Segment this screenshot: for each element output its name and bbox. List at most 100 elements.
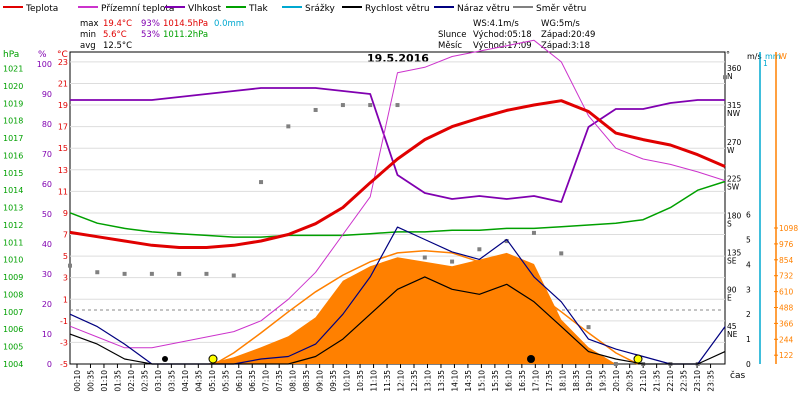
dir-name-label: N bbox=[727, 72, 733, 81]
dir-tick-label: 360 bbox=[727, 64, 742, 73]
temp-tick-label: 7 bbox=[63, 231, 68, 240]
x-tick-label: 19:35 bbox=[599, 370, 608, 392]
x-tick-label: 03:35 bbox=[167, 370, 176, 392]
x-tick-label: 03:10 bbox=[154, 370, 163, 392]
x-tick-label: 19:10 bbox=[585, 370, 594, 392]
x-tick-label: 07:10 bbox=[262, 370, 271, 392]
wind-dir-point bbox=[259, 180, 264, 185]
wm2-tick-label: 244 bbox=[779, 335, 794, 344]
wind-dir-point bbox=[313, 107, 318, 112]
series-teoreticke-zareni bbox=[214, 249, 639, 365]
axis-wm2-unit: W bbox=[779, 52, 787, 61]
info-block: WS:4.1m/s WG:5m/s Slunce Východ:05:18 Zá… bbox=[438, 19, 595, 51]
x-tick-label: 16:35 bbox=[518, 370, 527, 392]
x-tick-label: 23:35 bbox=[707, 370, 716, 392]
x-tick-label: 21:35 bbox=[653, 370, 662, 392]
temp-tick-label: -5 bbox=[60, 360, 68, 369]
wm2-tick-label: 854 bbox=[779, 256, 794, 265]
x-tick-label: 18:10 bbox=[558, 370, 567, 392]
info-slunce-zapad: Západ:20:49 bbox=[541, 30, 595, 40]
temp-tick-label: 15 bbox=[58, 144, 68, 153]
info-mesic: Měsíc bbox=[438, 41, 462, 51]
info-slunce: Slunce bbox=[438, 30, 466, 40]
dir-tick-label: 270 bbox=[727, 138, 742, 147]
dir-tick-label: 315 bbox=[727, 101, 742, 110]
ms-tick-label: 6 bbox=[746, 211, 751, 220]
solar-series bbox=[206, 249, 639, 365]
wm2-tick-label: 366 bbox=[779, 319, 794, 328]
wind-dir-point bbox=[340, 103, 345, 108]
ms-tick-label: 0 bbox=[746, 360, 751, 369]
x-tick-label: 05:10 bbox=[208, 370, 217, 392]
wm2-tick-label: 122 bbox=[779, 351, 794, 360]
x-tick-label: 14:35 bbox=[464, 370, 473, 392]
hpa-tick-label: 1019 bbox=[3, 99, 23, 108]
legend-rychlost-vetru: Rychlost větru bbox=[365, 4, 430, 14]
x-tick-label: 21:10 bbox=[639, 370, 648, 392]
wind-dir-point bbox=[586, 325, 591, 330]
x-tick-label: 04:35 bbox=[194, 370, 203, 392]
stats-min-label: min bbox=[80, 30, 96, 40]
wind-dir-point bbox=[395, 103, 400, 108]
stats-min-press: 1011.2hPa bbox=[163, 30, 208, 40]
temp-tick-label: 13 bbox=[58, 166, 68, 175]
ms-tick-label: 4 bbox=[746, 260, 751, 269]
info-mesic-zapad: Západ:3:18 bbox=[541, 41, 590, 51]
x-tick-label: 10:10 bbox=[343, 370, 352, 392]
x-tick-label: 14:10 bbox=[450, 370, 459, 392]
x-tick-label: 00:35 bbox=[86, 370, 95, 392]
wind-dir-point bbox=[177, 271, 182, 276]
hpa-tick-label: 1018 bbox=[3, 117, 23, 126]
x-tick-label: 11:10 bbox=[370, 370, 379, 392]
sunrise-marker bbox=[208, 354, 218, 364]
legend-naraz-vetru: Náraz větru bbox=[457, 4, 510, 14]
stats-min-hum: 53% bbox=[141, 30, 160, 40]
temp-tick-label: 3 bbox=[63, 274, 68, 283]
x-tick-label: 08:35 bbox=[302, 370, 311, 392]
stats-max-rain: 0.0mm bbox=[214, 19, 244, 29]
hpa-tick-label: 1005 bbox=[3, 343, 23, 352]
info-slunce-vychod: Východ:05:18 bbox=[473, 30, 532, 40]
temp-tick-label: 1 bbox=[63, 295, 68, 304]
wind-dir-point bbox=[231, 273, 236, 278]
wind-dir-point bbox=[204, 271, 209, 276]
info-mesic-vychod: Východ:17:09 bbox=[473, 41, 532, 51]
stats-min-temp: 5.6°C bbox=[103, 30, 127, 40]
dir-name-label: NE bbox=[727, 330, 738, 339]
hpa-tick-label: 1016 bbox=[3, 151, 23, 160]
x-tick-label: 11:35 bbox=[383, 370, 392, 392]
wind-dir-point bbox=[122, 271, 127, 276]
stats-block: max 19.4°C 93% 1014.5hPa 0.0mm min 5.6°C… bbox=[80, 19, 244, 51]
x-tick-label: 01:10 bbox=[100, 370, 109, 392]
legend: Teplota Přízemní teplota Vlhkost Tlak Sr… bbox=[3, 4, 586, 14]
pct-tick-label: 30 bbox=[42, 270, 52, 279]
hpa-tick-label: 1007 bbox=[3, 308, 23, 317]
wind-dir-point bbox=[68, 263, 72, 268]
wind-dir-point bbox=[723, 75, 727, 80]
wm2-tick-label: 488 bbox=[779, 304, 794, 313]
legend-prizemni-teplota: Přízemní teplota bbox=[101, 4, 174, 14]
x-tick-label: 04:10 bbox=[181, 370, 190, 392]
wind-dir-point bbox=[559, 251, 564, 256]
wind-dir-point bbox=[504, 239, 509, 244]
legend-tlak: Tlak bbox=[248, 4, 269, 14]
series-vlhkost bbox=[70, 87, 725, 203]
ms-tick-label: 2 bbox=[746, 310, 751, 319]
ms-tick-label: 5 bbox=[746, 236, 751, 245]
pct-tick-label: 60 bbox=[42, 180, 52, 189]
pct-tick-label: 40 bbox=[42, 240, 52, 249]
pct-tick-label: 100 bbox=[37, 60, 52, 69]
x-tick-label: 16:10 bbox=[504, 370, 513, 392]
markers bbox=[162, 354, 643, 364]
chart-title: 19.5.2016 bbox=[367, 52, 429, 65]
hpa-tick-label: 1015 bbox=[3, 169, 23, 178]
wm2-tick-label: 976 bbox=[779, 240, 794, 249]
temp-tick-label: 19 bbox=[58, 101, 68, 110]
x-tick-label: 01:35 bbox=[113, 370, 122, 392]
dir-tick-label: 180 bbox=[727, 212, 742, 221]
info-ws: WS:4.1m/s bbox=[473, 19, 519, 29]
pct-tick-label: 10 bbox=[42, 330, 52, 339]
series-tlak bbox=[69, 180, 726, 238]
x-tick-label: 08:10 bbox=[289, 370, 298, 392]
